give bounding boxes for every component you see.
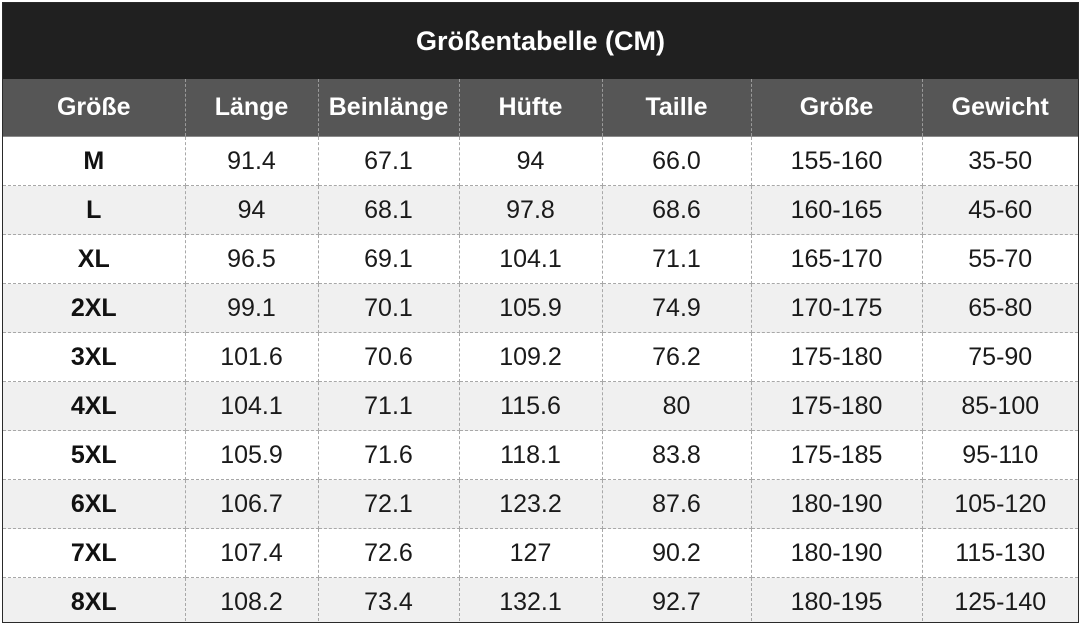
- waist-cell: 87.6: [601, 479, 752, 529]
- table-row: 4XL 104.1 71.1 115.6 80 175-180 85-100: [3, 381, 1078, 431]
- hip-cell: 115.6: [458, 381, 603, 431]
- table-row: 8XL 108.2 73.4 132.1 92.7 180-195 125-140: [3, 577, 1078, 622]
- weight-cell: 105-120: [921, 479, 1078, 529]
- column-header-height: Größe: [750, 79, 923, 137]
- table-row: 3XL 101.6 70.6 109.2 76.2 175-180 75-90: [3, 332, 1078, 382]
- inseam-cell: 72.6: [317, 528, 460, 578]
- length-cell: 106.7: [184, 479, 319, 529]
- table-row: XL 96.5 69.1 104.1 71.1 165-170 55-70: [3, 234, 1078, 284]
- height-cell: 160-165: [750, 185, 923, 235]
- size-cell: 6XL: [3, 479, 186, 529]
- height-cell: 175-185: [750, 430, 923, 480]
- inseam-cell: 68.1: [317, 185, 460, 235]
- inseam-cell: 73.4: [317, 577, 460, 622]
- inseam-cell: 70.1: [317, 283, 460, 333]
- size-cell: 7XL: [3, 528, 186, 578]
- size-cell: 8XL: [3, 577, 186, 622]
- table-header-row: Größe Länge Beinlänge Hüfte Taille Größe…: [3, 79, 1078, 137]
- height-cell: 175-180: [750, 381, 923, 431]
- inseam-cell: 72.1: [317, 479, 460, 529]
- column-header-inseam: Beinlänge: [317, 79, 460, 137]
- table-row: M 91.4 67.1 94 66.0 155-160 35-50: [3, 136, 1078, 186]
- table-row: 5XL 105.9 71.6 118.1 83.8 175-185 95-110: [3, 430, 1078, 480]
- table-body: M 91.4 67.1 94 66.0 155-160 35-50 L 94 68.1 97.8 68…: [3, 136, 1078, 622]
- waist-cell: 66.0: [601, 136, 752, 186]
- table-row: 2XL 99.1 70.1 105.9 74.9 170-175 65-80: [3, 283, 1078, 333]
- length-cell: 99.1: [184, 283, 319, 333]
- height-cell: 155-160: [750, 136, 923, 186]
- weight-cell: 35-50: [921, 136, 1078, 186]
- waist-cell: 74.9: [601, 283, 752, 333]
- column-header-size: Größe: [3, 79, 186, 137]
- hip-cell: 97.8: [458, 185, 603, 235]
- hip-cell: 105.9: [458, 283, 603, 333]
- column-header-hip: Hüfte: [458, 79, 603, 137]
- length-cell: 96.5: [184, 234, 319, 284]
- length-cell: 104.1: [184, 381, 319, 431]
- weight-cell: 75-90: [921, 332, 1078, 382]
- table-row: L 94 68.1 97.8 68.6 160-165 45-60: [3, 185, 1078, 235]
- table-row: 6XL 106.7 72.1 123.2 87.6 180-190 105-120: [3, 479, 1078, 529]
- inseam-cell: 71.6: [317, 430, 460, 480]
- size-cell: 5XL: [3, 430, 186, 480]
- table-row: 7XL 107.4 72.6 127 90.2 180-190 115-130: [3, 528, 1078, 578]
- weight-cell: 65-80: [921, 283, 1078, 333]
- inseam-cell: 67.1: [317, 136, 460, 186]
- hip-cell: 118.1: [458, 430, 603, 480]
- height-cell: 165-170: [750, 234, 923, 284]
- length-cell: 101.6: [184, 332, 319, 382]
- hip-cell: 109.2: [458, 332, 603, 382]
- weight-cell: 85-100: [921, 381, 1078, 431]
- length-cell: 105.9: [184, 430, 319, 480]
- inseam-cell: 69.1: [317, 234, 460, 284]
- hip-cell: 123.2: [458, 479, 603, 529]
- length-cell: 108.2: [184, 577, 319, 622]
- waist-cell: 68.6: [601, 185, 752, 235]
- weight-cell: 55-70: [921, 234, 1078, 284]
- waist-cell: 90.2: [601, 528, 752, 578]
- weight-cell: 115-130: [921, 528, 1078, 578]
- hip-cell: 94: [458, 136, 603, 186]
- waist-cell: 92.7: [601, 577, 752, 622]
- waist-cell: 80: [601, 381, 752, 431]
- height-cell: 180-195: [750, 577, 923, 622]
- column-header-waist: Taille: [601, 79, 752, 137]
- height-cell: 180-190: [750, 528, 923, 578]
- height-cell: 180-190: [750, 479, 923, 529]
- height-cell: 175-180: [750, 332, 923, 382]
- size-cell: M: [3, 136, 186, 186]
- length-cell: 94: [184, 185, 319, 235]
- weight-cell: 125-140: [921, 577, 1078, 622]
- column-header-length: Länge: [184, 79, 319, 137]
- size-cell: 4XL: [3, 381, 186, 431]
- inseam-cell: 70.6: [317, 332, 460, 382]
- length-cell: 107.4: [184, 528, 319, 578]
- column-header-weight: Gewicht: [921, 79, 1078, 137]
- length-cell: 91.4: [184, 136, 319, 186]
- size-cell: 2XL: [3, 283, 186, 333]
- weight-cell: 45-60: [921, 185, 1078, 235]
- weight-cell: 95-110: [921, 430, 1078, 480]
- size-cell: XL: [3, 234, 186, 284]
- hip-cell: 127: [458, 528, 603, 578]
- hip-cell: 104.1: [458, 234, 603, 284]
- size-cell: L: [3, 185, 186, 235]
- height-cell: 170-175: [750, 283, 923, 333]
- size-table: Größe Länge Beinlänge Hüfte Taille Größe…: [3, 79, 1078, 622]
- chart-title: Größentabelle (CM): [3, 3, 1078, 79]
- waist-cell: 71.1: [601, 234, 752, 284]
- hip-cell: 132.1: [458, 577, 603, 622]
- waist-cell: 76.2: [601, 332, 752, 382]
- inseam-cell: 71.1: [317, 381, 460, 431]
- size-cell: 3XL: [3, 332, 186, 382]
- waist-cell: 83.8: [601, 430, 752, 480]
